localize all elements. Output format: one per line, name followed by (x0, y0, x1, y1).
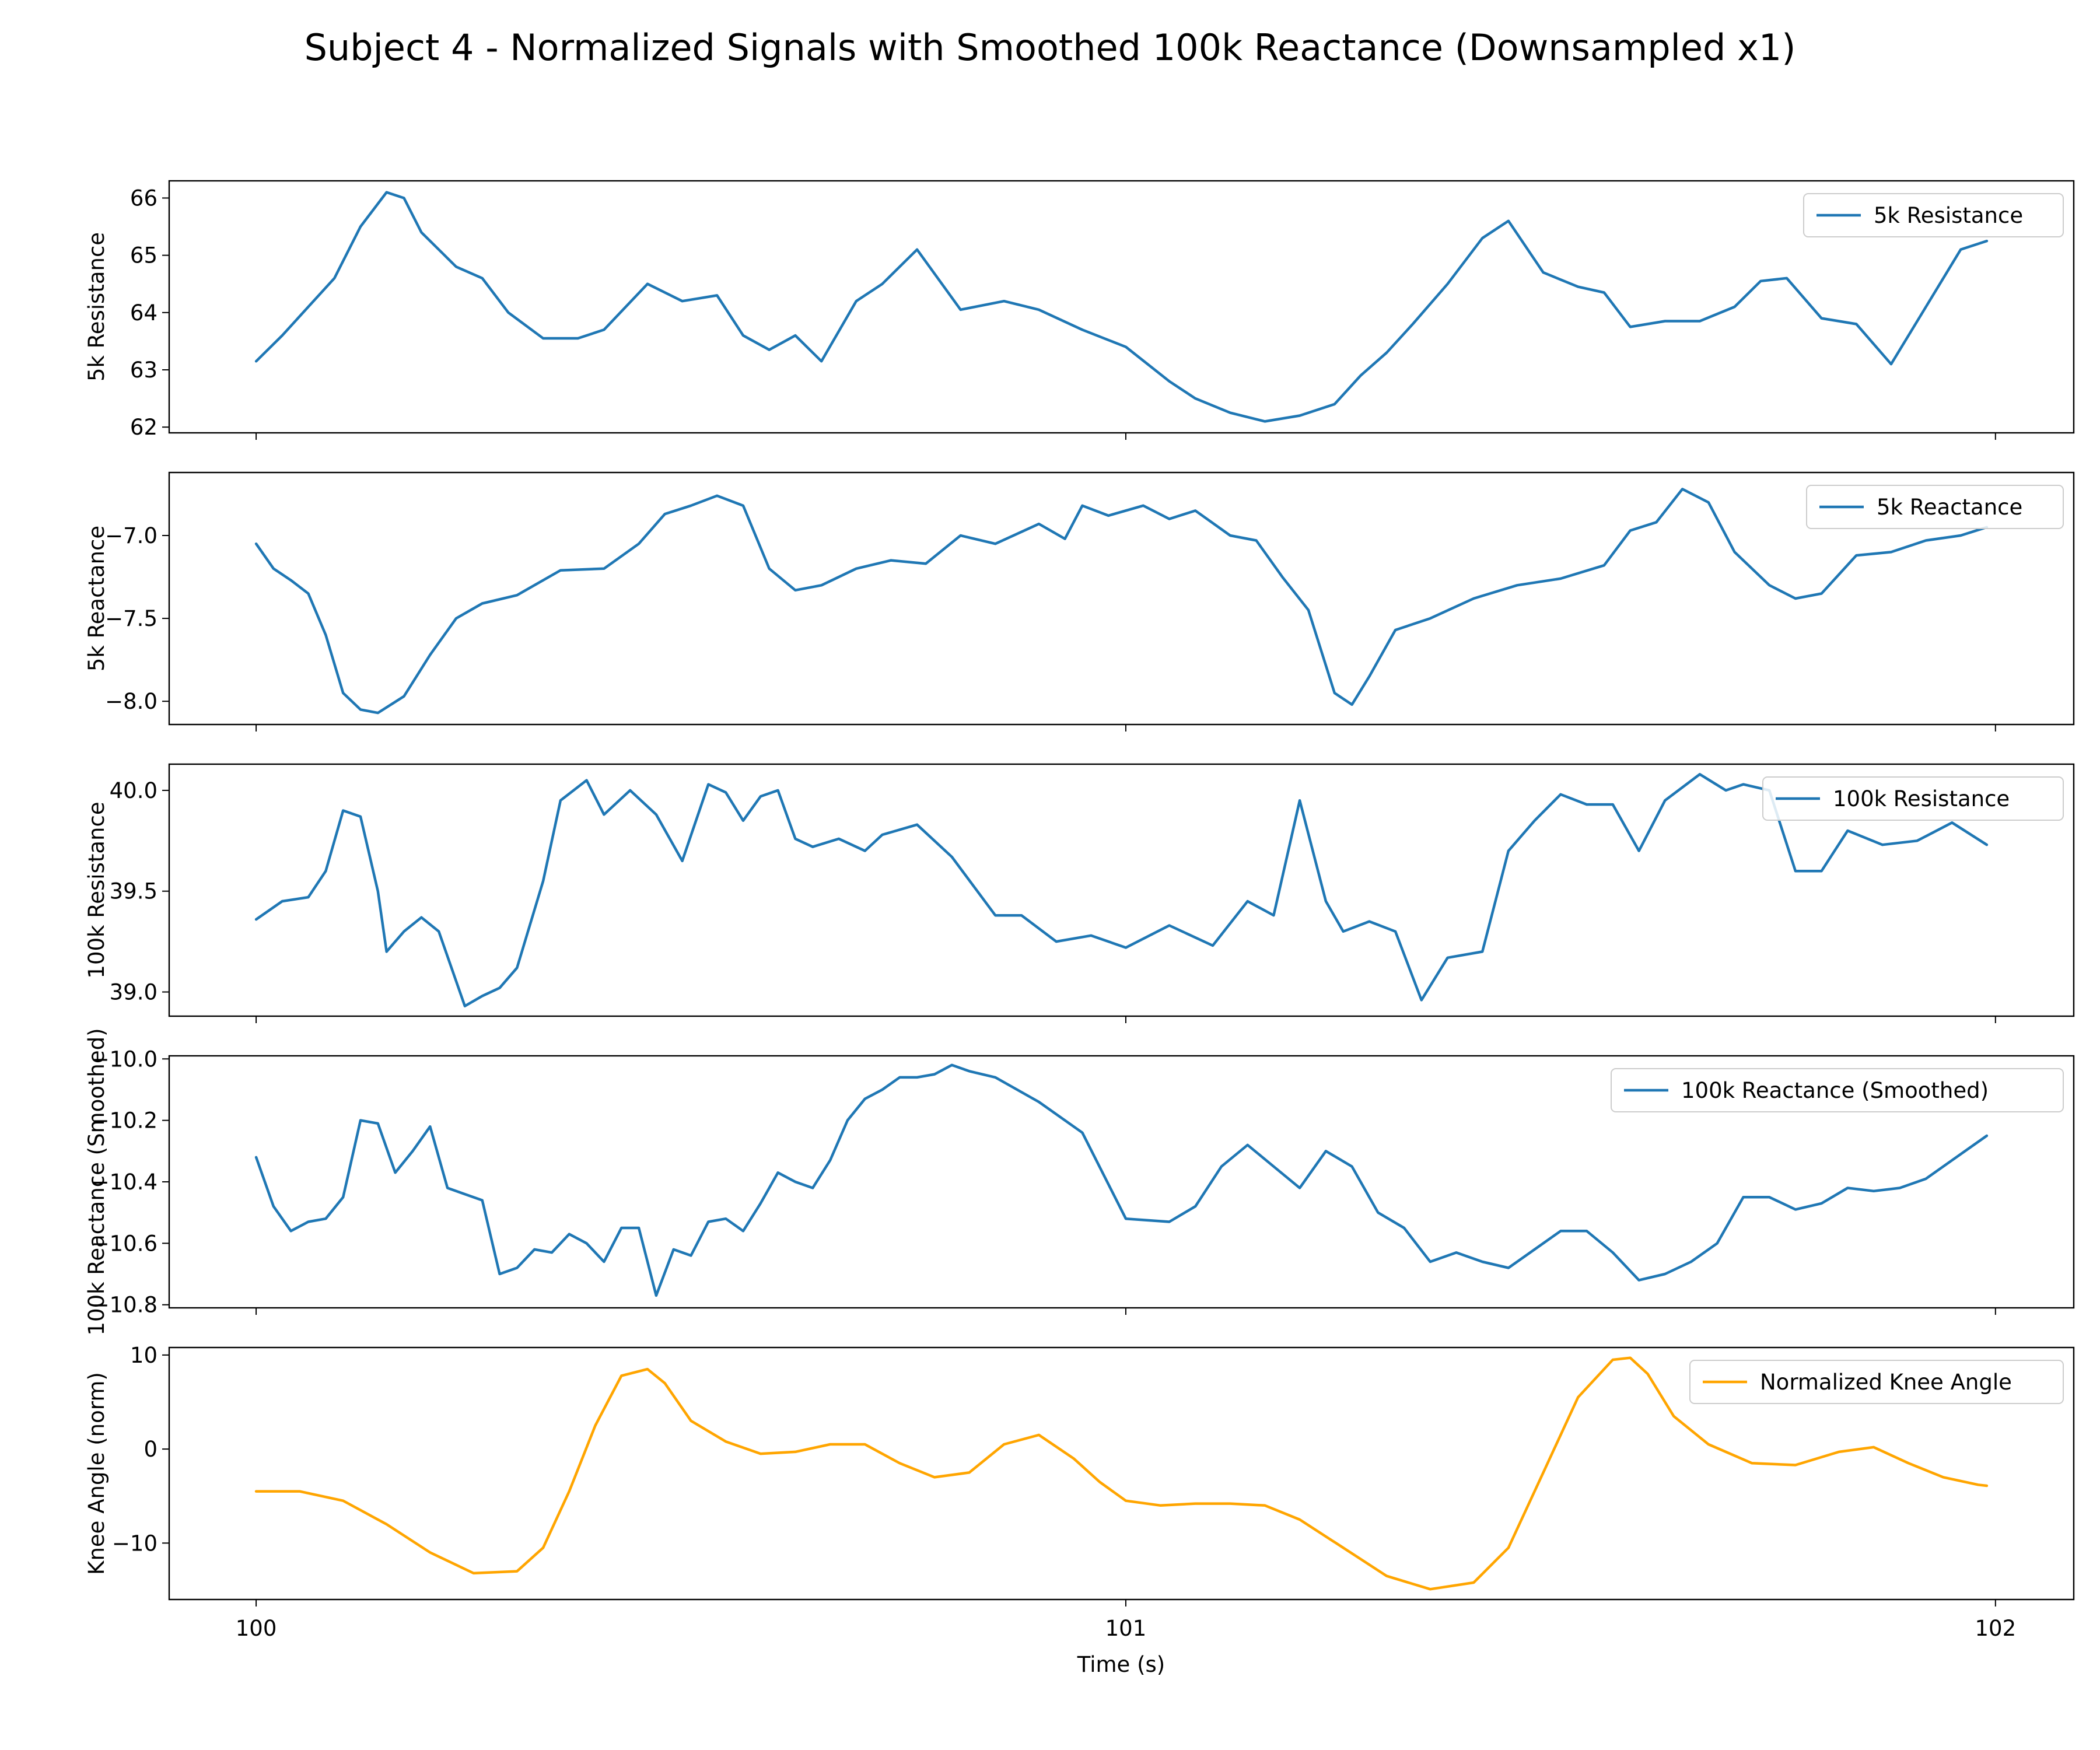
x-axis-label: Time (s) (1077, 1652, 1165, 1677)
legend-box (1611, 1068, 2064, 1112)
legend: 5k Resistance (1803, 193, 2064, 237)
y-tick-label: 10 (130, 1343, 158, 1368)
y-tick-label: 40.0 (110, 778, 158, 803)
y-tick-label: 0 (144, 1437, 158, 1462)
y-tick-label: 63 (130, 358, 158, 383)
y-tick-label: 39.5 (110, 879, 158, 904)
subplot-5: −10 0 10 Knee Angle (norm) Normalized Knee A… (84, 1343, 2075, 1606)
y-axis-label: 100k Reactance (Smoothed) (84, 1028, 109, 1335)
series-line (254, 1356, 1989, 1591)
series-line (254, 773, 1989, 1007)
legend-entry: 100k Resistance (1833, 786, 2010, 811)
legend-box (1806, 485, 2064, 529)
y-axis-label: 100k Resistance (84, 802, 109, 978)
x-axis-ticks: 100 101 102 (236, 1616, 2016, 1641)
y-tick-label: 64 (130, 300, 158, 326)
legend-box (1762, 776, 2064, 821)
y-axis-label: 5k Resistance (84, 232, 109, 382)
y-tick-label: −10.0 (92, 1046, 158, 1072)
plot-frame (168, 763, 2075, 1017)
legend-box (1689, 1360, 2064, 1404)
y-tick-label: −10.4 (92, 1170, 158, 1195)
plot-frame (168, 1346, 2075, 1601)
y-tick-label: −10.2 (92, 1108, 158, 1133)
plot-frame (168, 180, 2075, 434)
legend: 100k Reactance (Smoothed) (1611, 1068, 2064, 1112)
series-line (254, 1063, 1989, 1297)
y-tick-label: 65 (130, 243, 158, 268)
subplot-1: 62 63 64 65 66 5k Resistance 5k Resistance (84, 180, 2075, 440)
series-line (254, 488, 1989, 715)
y-tick-label: −7.5 (105, 606, 158, 631)
legend-entry: 100k Reactance (Smoothed) (1681, 1078, 1989, 1103)
legend: 100k Resistance (1762, 776, 2064, 821)
legend: 5k Reactance (1806, 485, 2064, 529)
y-tick-label: −8.0 (105, 689, 158, 714)
plot-frame (168, 471, 2075, 726)
x-tick-label: 100 (236, 1616, 277, 1641)
y-tick-label: −10 (112, 1531, 158, 1556)
y-tick-label: −10.6 (92, 1231, 158, 1256)
legend-entry: 5k Resistance (1874, 203, 2023, 228)
y-tick-label: 39.0 (110, 980, 158, 1005)
figure-title: Subject 4 - Normalized Signals with Smoo… (304, 26, 1796, 69)
x-tick-label: 101 (1105, 1616, 1147, 1641)
legend: Normalized Knee Angle (1689, 1360, 2064, 1404)
y-tick-label: −7.0 (105, 523, 158, 548)
y-tick-label: 62 (130, 415, 158, 440)
subplot-stack: 62 63 64 65 66 5k Resistance 5k Resistance −8.0… (84, 180, 2075, 1606)
legend-entry: Normalized Knee Angle (1760, 1370, 2012, 1395)
legend-entry: 5k Reactance (1877, 495, 2022, 520)
x-tick-label: 102 (1975, 1616, 2017, 1641)
y-tick-label: −10.8 (92, 1293, 158, 1318)
y-axis-label: Knee Angle (norm) (84, 1372, 109, 1575)
y-tick-label: 66 (130, 186, 158, 211)
legend-box (1803, 193, 2064, 237)
y-axis-label: 5k Reactance (84, 526, 109, 671)
series-line (254, 191, 1989, 423)
